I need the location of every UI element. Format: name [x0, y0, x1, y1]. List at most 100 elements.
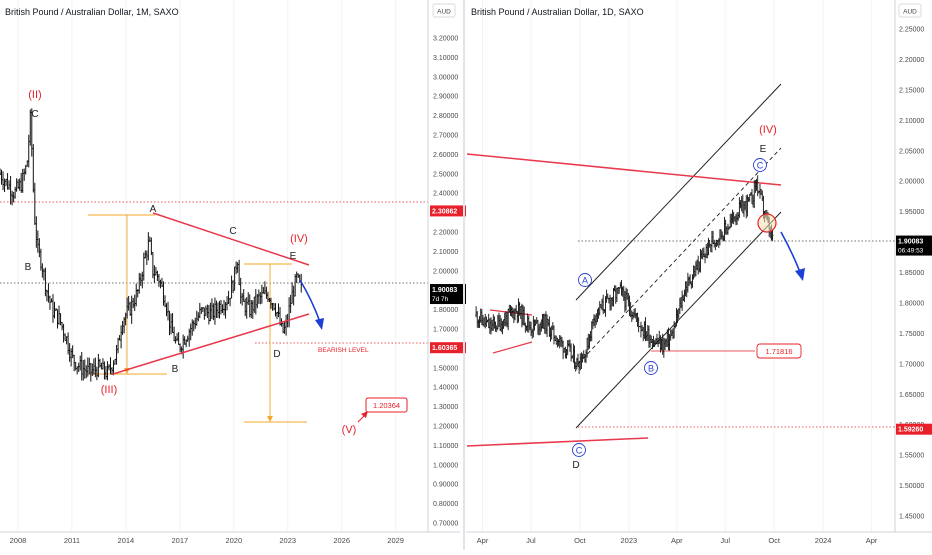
left-price-tag-label: 1.90083 [432, 287, 457, 294]
right-y-tick-label: 1.85000 [899, 270, 924, 277]
left-panel: 1.20364 (II) C B A C (IV) E D B (III) BE… [0, 0, 466, 550]
wave-V-label: (V) [342, 424, 357, 436]
wave-II-label: (II) [28, 89, 41, 101]
left-price-tag-sublabel: 7d 7h [432, 296, 449, 303]
wave-A-label: A [150, 204, 157, 215]
circled-C-low: C [572, 443, 586, 457]
right-price-tag-sublabel: 06:49:53 [898, 248, 924, 255]
right-chart-title: British Pound / Australian Dollar, 1D, S… [471, 7, 644, 17]
left-y-tick-label: 1.20000 [433, 424, 458, 431]
right-currency-label: AUD [903, 9, 917, 16]
left-currency-badge[interactable] [432, 3, 456, 18]
left-bearish-arrow [299, 279, 324, 330]
right-upper-trendline [466, 153, 782, 186]
left-y-tick-label: 2.20000 [433, 230, 458, 237]
channel-lower-line [575, 211, 782, 429]
left-y-tick-label: 3.00000 [433, 74, 458, 81]
right-lower-trendline [466, 437, 649, 447]
right-y-tick-label: 2.10000 [899, 118, 924, 125]
right-y-axis-ticks: 2.25000 2.20000 2.15000 2.10000 2.05000 2.000… [899, 27, 924, 521]
right-y-tick-label: 1.75000 [899, 331, 924, 338]
left-x-tick-label: 2023 [279, 536, 296, 545]
left-y-tick-label: 2.80000 [433, 113, 458, 120]
right-x-tick-label: Apr [866, 536, 878, 545]
left-x-tick-label: 2026 [333, 536, 350, 545]
left-y-tick-label: 2.70000 [433, 133, 458, 140]
right-wave-IV-label: (IV) [759, 124, 777, 136]
right-bearish-arrow [780, 231, 805, 281]
right-price-series [475, 175, 774, 374]
left-price-tag-label: 2.30862 [432, 208, 457, 215]
right-y-tick-label: 2.15000 [899, 87, 924, 94]
left-y-tick-label: 1.00000 [433, 462, 458, 469]
right-price-tag-label: 1.90083 [898, 239, 923, 246]
right-y-tick-label: 1.50000 [899, 483, 924, 490]
left-gridlines [17, 0, 397, 532]
left-x-tick-label: 2008 [10, 536, 27, 545]
right-y-tick-label: 1.70000 [899, 361, 924, 368]
left-x-tick-label: 2011 [64, 536, 80, 545]
right-price-tags: 1.90083 06:49:53 1.59260 [896, 235, 932, 435]
right-price-tag-label: 1.59260 [898, 427, 923, 434]
level-label: 1.71816 [765, 347, 792, 356]
wave-E-label: E [290, 251, 297, 262]
right-y-tick-label: 2.20000 [899, 57, 924, 64]
left-target-arrow [357, 411, 368, 423]
left-y-tick-label: 2.90000 [433, 94, 458, 101]
wave-C-mid-label: C [229, 226, 236, 237]
left-y-tick-label: 3.10000 [433, 55, 458, 62]
wave-B-left-label: B [25, 262, 32, 273]
channel-upper-line [575, 83, 782, 301]
left-y-tick-label: 0.80000 [433, 501, 458, 508]
right-x-tick-label: 2023 [621, 536, 638, 545]
right-panel: (IV) E C A B C D 1.71816 British Pound /… [466, 0, 932, 545]
right-x-tick-label: Oct [574, 536, 587, 545]
wave-III-label: (III) [101, 384, 118, 396]
right-flag-upper-line [489, 309, 533, 316]
left-x-tick-label: 2020 [225, 536, 242, 545]
circled-B-text: B [648, 364, 654, 374]
channel-mid-line [577, 147, 782, 365]
right-y-tick-label: 1.55000 [899, 453, 924, 460]
left-y-tick-label: 3.20000 [433, 36, 458, 43]
left-x-tick-label: 2014 [118, 536, 135, 545]
level-box [756, 343, 802, 359]
left-y-tick-label: 1.80000 [433, 307, 458, 314]
breakout-highlight-circle [757, 213, 777, 233]
right-x-tick-label: 2024 [815, 536, 832, 545]
right-y-tick-label: 2.05000 [899, 148, 924, 155]
left-price-tag-label: 1.60365 [432, 345, 457, 352]
right-wave-E-label: E [760, 144, 767, 155]
wave-D-label: D [273, 349, 280, 360]
right-price-tag [896, 423, 932, 435]
right-y-tick-label: 2.00000 [899, 179, 924, 186]
right-y-tick-label: 1.80000 [899, 300, 924, 307]
left-y-tick-label: 2.40000 [433, 191, 458, 198]
left-y-tick-label: 1.40000 [433, 385, 458, 392]
right-currency-badge[interactable] [898, 3, 922, 18]
left-x-tick-label: 2029 [387, 536, 404, 545]
left-y-tick-label: 1.30000 [433, 404, 458, 411]
left-y-tick-label: 2.50000 [433, 171, 458, 178]
left-price-tags: 2.30862 1.90083 7d 7h 1.60365 [430, 205, 466, 354]
left-x-tick-label: 2017 [171, 536, 188, 545]
left-price-series [0, 108, 303, 382]
right-y-tick-label: 1.45000 [899, 514, 924, 521]
right-price-tag [896, 235, 932, 256]
left-y-tick-label: 0.90000 [433, 482, 458, 489]
right-x-axis-ticks: Apr Jul Oct 2023 Apr Jul Oct 2024 Apr [477, 536, 878, 545]
circled-C-top-text: C [757, 161, 764, 171]
left-y-tick-label: 2.00000 [433, 268, 458, 275]
right-x-tick-label: Jul [720, 536, 730, 545]
right-x-tick-label: Apr [671, 536, 683, 545]
target-label: 1.20364 [373, 401, 400, 410]
bearish-level-label: BEARISH LEVEL [318, 347, 369, 354]
left-y-tick-label: 1.10000 [433, 443, 458, 450]
left-y-tick-label: 0.70000 [433, 521, 458, 528]
target-box [365, 397, 408, 413]
left-price-tag [430, 284, 466, 305]
circled-B: B [644, 361, 658, 375]
circled-C-top: C [753, 158, 767, 172]
right-y-tick-label: 1.65000 [899, 392, 924, 399]
